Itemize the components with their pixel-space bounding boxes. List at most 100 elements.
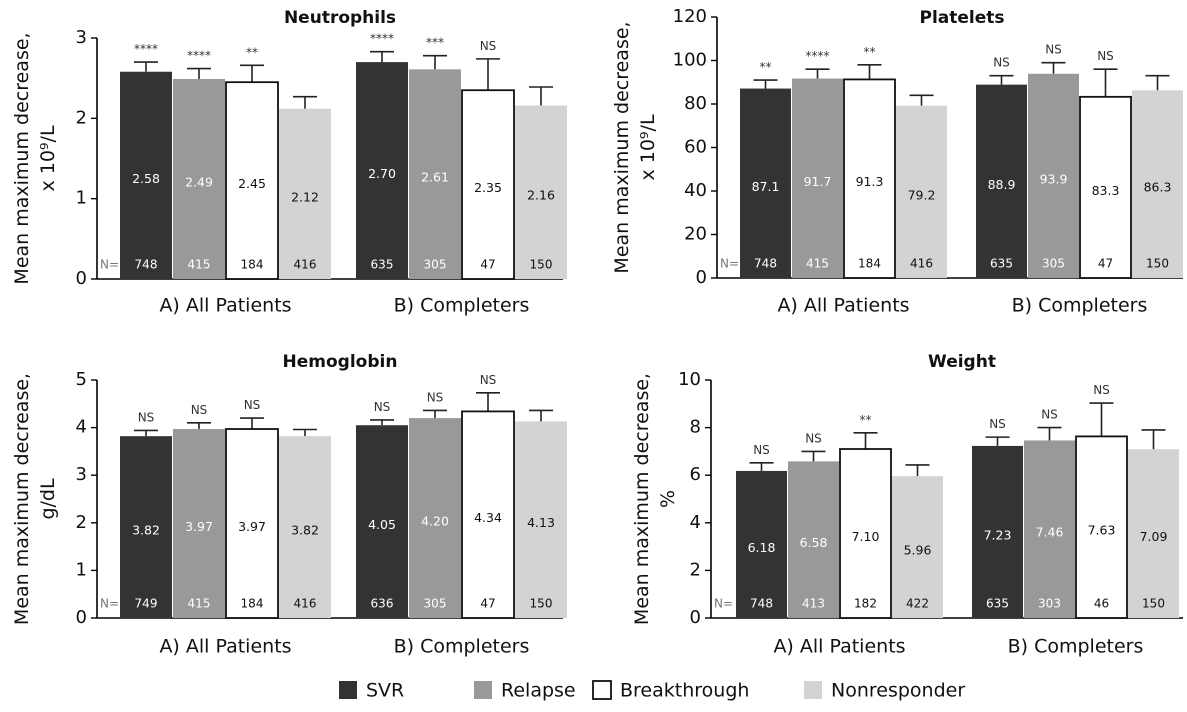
bar-n-label: 748: [750, 597, 773, 611]
bar-n-label: 47: [480, 258, 495, 272]
y-tick-label: 8: [690, 417, 701, 438]
bar-value-label: 2.58: [132, 171, 160, 186]
bar-n-label: 305: [1042, 257, 1065, 271]
significance-label: ****: [806, 49, 830, 63]
legend-swatch-nonresponder: [804, 681, 822, 699]
significance-label: ****: [187, 49, 211, 63]
legend: SVR Relapse Breakthrough Nonresponder: [339, 680, 965, 702]
chart-panel-platelets: Platelets Mean maximum decrease, x 10⁹/L 0 2…: [611, 6, 1183, 317]
bar-value-label: 88.9: [988, 177, 1016, 192]
bar-value-label: 79.2: [908, 187, 936, 202]
significance-label: NS: [989, 417, 1006, 431]
bar-breakthrough: [1079, 95, 1132, 279]
significance-label: **: [864, 45, 876, 59]
bar-n-label: 182: [854, 597, 877, 611]
bar-relapse: [788, 461, 839, 618]
svg-text:Mean maximum decrease,x 10⁹/L: Mean maximum decrease, x 10⁹/L: [11, 32, 59, 284]
svg-text:Mean maximum decrease,x 10⁹/L: Mean maximum decrease, x 10⁹/L: [611, 21, 659, 273]
bar-n-label: 422: [906, 597, 929, 611]
bar-n-label: 47: [1098, 257, 1113, 271]
y-tick-label: 1: [76, 188, 87, 209]
legend-swatch-relapse: [474, 681, 492, 699]
legend-swatch-svr: [339, 681, 357, 699]
significance-label: NS: [480, 39, 497, 53]
bar-nonresponder: [1132, 90, 1183, 278]
legend-label-svr: SVR: [366, 680, 404, 702]
x-group-label: B) Completers: [1012, 295, 1148, 317]
y-tick-label: 1: [76, 559, 87, 580]
x-group-label: A) All Patients: [159, 636, 291, 658]
bar-value-label: 2.49: [185, 174, 213, 189]
bar-nonresponder: [1128, 449, 1179, 618]
bar-n-label: 415: [188, 258, 211, 272]
significance-label: NS: [244, 398, 261, 412]
bar-value-label: 4.20: [421, 514, 449, 529]
bar-n-label: 635: [371, 258, 394, 272]
y-tick-label: 0: [76, 607, 87, 628]
bar-nonresponder: [279, 108, 331, 280]
n-prefix-label: N=: [714, 597, 733, 611]
bar-breakthrough: [225, 81, 279, 280]
y-tick-label: 3: [76, 27, 87, 48]
bar-nonresponder: [896, 105, 947, 279]
bar-n-label: 416: [910, 257, 933, 271]
significance-label: NS: [1097, 49, 1114, 63]
bar-value-label: 2.70: [368, 166, 396, 181]
y-tick-label: 40: [684, 180, 707, 201]
significance-label: NS: [1041, 408, 1058, 422]
bar-n-label: 416: [294, 597, 317, 611]
bar-value-label: 3.82: [132, 523, 160, 538]
bar-breakthrough: [461, 89, 515, 280]
x-group-label: B) Completers: [394, 636, 530, 658]
significance-label: **: [760, 60, 772, 74]
bar-value-label: 91.3: [856, 174, 884, 189]
bar-value-label: 6.18: [748, 540, 776, 555]
bar-breakthrough: [839, 448, 892, 619]
significance-label: NS: [753, 443, 770, 457]
bar-nonresponder: [279, 436, 331, 618]
bar-n-label: 748: [754, 257, 777, 271]
bar-svr: [120, 71, 172, 280]
bar-n-label: 416: [294, 258, 317, 272]
legend-swatch-breakthrough: [592, 680, 612, 700]
y-tick-label: 80: [684, 93, 707, 114]
bar-svr: [740, 88, 791, 279]
bar-value-label: 7.09: [1140, 529, 1168, 544]
bar-n-label: 305: [424, 258, 447, 272]
bar-relapse: [173, 429, 225, 618]
chart-title: Neutrophils: [284, 8, 396, 28]
y-tick-label: 10: [678, 369, 701, 390]
bar-value-label: 5.96: [904, 543, 932, 558]
bar-n-label: 413: [802, 597, 825, 611]
bar-nonresponder: [515, 105, 567, 279]
y-tick-label: 6: [690, 464, 701, 485]
n-prefix-label: N=: [100, 258, 119, 272]
bar-value-label: 2.16: [527, 188, 555, 203]
y-axis-label: Mean maximum decrease, g/dL: [11, 373, 59, 625]
bar-value-label: 2.12: [291, 189, 319, 204]
bar-svr: [120, 436, 172, 618]
y-tick-label: 5: [76, 369, 87, 390]
y-tick-label: 60: [684, 137, 707, 158]
y-tick-label: 100: [673, 50, 707, 71]
bar-value-label: 7.23: [984, 527, 1012, 542]
bar-n-label: 305: [424, 597, 447, 611]
y-tick-label: 0: [696, 267, 707, 288]
bar-value-label: 4.05: [368, 517, 396, 532]
significance-label: NS: [427, 390, 444, 404]
bar-n-label: 150: [530, 597, 553, 611]
bar-n-label: 415: [188, 597, 211, 611]
y-tick-label: 0: [690, 607, 701, 628]
n-prefix-label: N=: [100, 597, 119, 611]
significance-label: NS: [1045, 43, 1062, 57]
y-tick-label: 2: [76, 512, 87, 533]
bar-value-label: 6.58: [800, 535, 828, 550]
bar-breakthrough: [1075, 435, 1128, 619]
bar-value-label: 4.13: [527, 515, 555, 530]
bar-value-label: 2.35: [474, 180, 502, 195]
bar-value-label: 7.46: [1036, 525, 1064, 540]
bar-n-label: 415: [806, 257, 829, 271]
bar-value-label: 4.34: [474, 510, 502, 525]
y-tick-label: 120: [673, 6, 707, 27]
significance-label: NS: [805, 431, 822, 445]
